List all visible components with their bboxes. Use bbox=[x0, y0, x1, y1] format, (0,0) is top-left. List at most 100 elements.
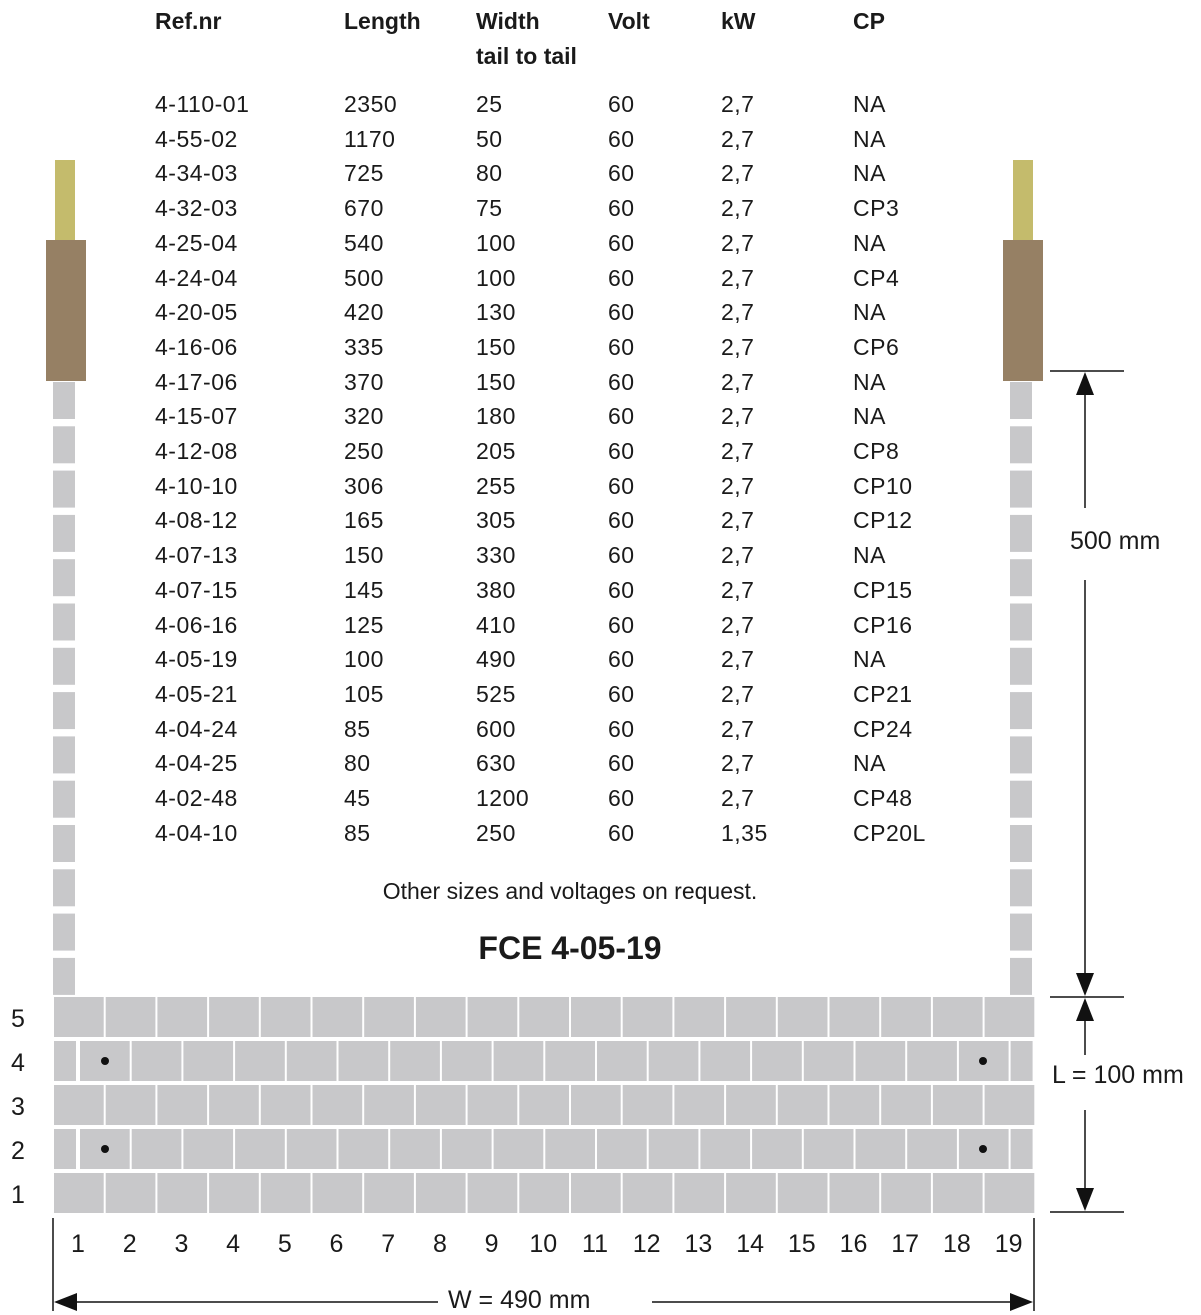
ceramic-bead bbox=[338, 1041, 389, 1081]
ceramic-bead bbox=[157, 1173, 208, 1213]
table-cell-volt: 60 bbox=[608, 195, 635, 222]
column-label: 13 bbox=[684, 1230, 712, 1258]
ceramic-bead bbox=[390, 1041, 440, 1081]
ceramic-bead bbox=[519, 1173, 569, 1213]
table-cell-ref: 4-17-06 bbox=[155, 368, 238, 395]
ceramic-bead bbox=[907, 1129, 957, 1169]
arrow-head bbox=[1076, 1188, 1094, 1211]
ceramic-bead bbox=[726, 1173, 776, 1213]
table-cell-volt: 60 bbox=[608, 264, 635, 291]
col-header-ref: Ref.nr bbox=[155, 8, 222, 34]
table-cell-volt: 60 bbox=[608, 750, 635, 777]
column-label: 12 bbox=[633, 1230, 661, 1258]
table-cell-cp: CP10 bbox=[853, 472, 913, 499]
ceramic-bead bbox=[312, 997, 363, 1037]
lead-ceramic-bead bbox=[53, 957, 75, 995]
dimension-L: L = 100 mm bbox=[1052, 1061, 1184, 1090]
column-label: 11 bbox=[582, 1230, 608, 1258]
ceramic-bead bbox=[932, 1085, 983, 1125]
ceramic-bead bbox=[260, 997, 311, 1037]
lead-wire bbox=[1013, 160, 1033, 242]
table-cell-length: 540 bbox=[344, 229, 384, 256]
table-cell-volt: 60 bbox=[608, 91, 635, 117]
table-cell-kw: 2,7 bbox=[721, 91, 755, 117]
ceramic-bead bbox=[803, 1129, 854, 1169]
table-cell-length: 45 bbox=[344, 785, 371, 811]
ceramic-bead bbox=[648, 1129, 699, 1169]
ceramic-bead bbox=[803, 1041, 854, 1081]
ceramic-bead bbox=[545, 1041, 595, 1081]
cold-tail bbox=[1003, 240, 1043, 381]
table-cell-kw: 2,7 bbox=[721, 264, 755, 291]
request-note: Other sizes and voltages on request. bbox=[382, 878, 758, 904]
ceramic-bead bbox=[209, 1173, 259, 1213]
table-cell-ref: 4-34-03 bbox=[155, 160, 238, 187]
table-cell-cp: NA bbox=[853, 368, 886, 395]
table-cell-kw: 2,7 bbox=[721, 507, 755, 534]
ceramic-bead bbox=[829, 1173, 880, 1213]
table-cell-width: 1200 bbox=[476, 785, 530, 811]
table-cell-kw: 2,7 bbox=[721, 160, 755, 187]
table-cell-width: 75 bbox=[476, 195, 503, 222]
ceramic-bead bbox=[105, 1085, 156, 1125]
column-label: 2 bbox=[123, 1230, 137, 1258]
table-cell-ref: 4-05-19 bbox=[155, 646, 238, 673]
table-cell-kw: 2,7 bbox=[721, 368, 755, 395]
arrow-head bbox=[1076, 998, 1094, 1021]
table-cell-cp: CP21 bbox=[853, 680, 913, 707]
table-cell-volt: 60 bbox=[608, 403, 635, 430]
column-label: 15 bbox=[788, 1230, 816, 1258]
ceramic-bead bbox=[1010, 1129, 1033, 1169]
table-cell-volt: 60 bbox=[608, 611, 635, 638]
ceramic-bead bbox=[545, 1129, 595, 1169]
table-cell-cp: NA bbox=[853, 403, 886, 430]
table-cell-width: 180 bbox=[476, 403, 516, 430]
ceramic-bead bbox=[777, 997, 828, 1037]
lead-ceramic-bead bbox=[53, 736, 75, 774]
table-cell-ref: 4-07-15 bbox=[155, 576, 238, 603]
table-cell-length: 100 bbox=[344, 646, 384, 673]
table-cell-ref: 4-06-16 bbox=[155, 611, 238, 638]
table-cell-volt: 60 bbox=[608, 333, 635, 360]
ceramic-bead bbox=[648, 1041, 699, 1081]
table-cell-ref: 4-08-12 bbox=[155, 507, 238, 534]
table-cell-length: 420 bbox=[344, 299, 384, 326]
arrow-head bbox=[54, 1293, 77, 1311]
column-label: 5 bbox=[278, 1230, 292, 1258]
table-cell-cp: CP8 bbox=[853, 438, 900, 464]
table-cell-cp: CP48 bbox=[853, 785, 913, 811]
row-label: 5 bbox=[11, 1005, 25, 1033]
ceramic-bead bbox=[105, 1173, 156, 1213]
table-cell-length: 85 bbox=[344, 715, 371, 742]
arrow-head bbox=[1010, 1293, 1033, 1311]
ceramic-bead bbox=[726, 997, 776, 1037]
table-cell-kw: 2,7 bbox=[721, 750, 755, 777]
ceramic-bead bbox=[674, 1085, 725, 1125]
column-label: 6 bbox=[330, 1230, 344, 1258]
table-cell-length: 1170 bbox=[344, 125, 396, 152]
table-cell-ref: 4-10-10 bbox=[155, 472, 238, 499]
table-cell-ref: 4-110-01 bbox=[155, 91, 250, 117]
row-label: 3 bbox=[11, 1093, 25, 1121]
ceramic-bead bbox=[260, 1173, 311, 1213]
ceramic-bead bbox=[157, 1085, 208, 1125]
table-cell-ref: 4-55-02 bbox=[155, 125, 238, 152]
ceramic-bead bbox=[390, 1129, 440, 1169]
ceramic-bead bbox=[493, 1041, 544, 1081]
column-label: 4 bbox=[226, 1230, 240, 1258]
ceramic-bead bbox=[519, 997, 569, 1037]
lead-ceramic-bead bbox=[1010, 692, 1032, 730]
lead-ceramic-bead bbox=[1010, 736, 1032, 774]
table-cell-kw: 2,7 bbox=[721, 680, 755, 707]
lead-ceramic-bead bbox=[1010, 647, 1032, 685]
table-cell-kw: 2,7 bbox=[721, 333, 755, 360]
table-cell-width: 150 bbox=[476, 368, 516, 395]
ceramic-bead bbox=[932, 1173, 983, 1213]
table-cell-volt: 60 bbox=[608, 507, 635, 534]
table-cell-length: 150 bbox=[344, 542, 384, 569]
table-cell-length: 725 bbox=[344, 160, 384, 187]
table-cell-length: 105 bbox=[344, 680, 384, 707]
ceramic-bead bbox=[622, 1085, 673, 1125]
table-cell-length: 2350 bbox=[344, 91, 398, 117]
